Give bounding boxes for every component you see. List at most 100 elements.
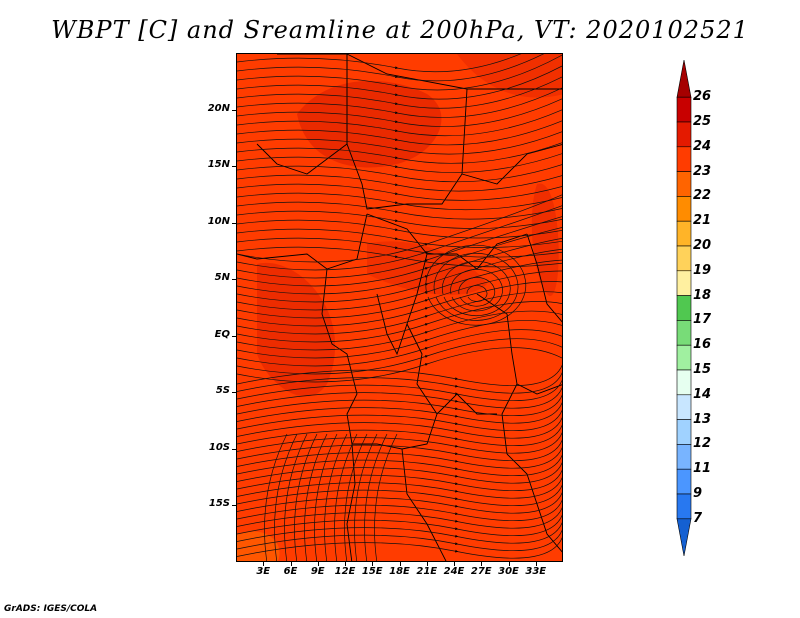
country-border xyxy=(321,268,358,445)
y-tick-label: 20N xyxy=(207,102,230,114)
streamline xyxy=(237,424,562,447)
x-tick xyxy=(399,562,401,566)
streamline xyxy=(237,291,562,335)
y-tick xyxy=(232,279,236,281)
x-tick xyxy=(372,562,374,566)
streamline xyxy=(304,433,328,561)
country-border xyxy=(366,213,528,270)
colorbar-segment xyxy=(676,394,692,420)
colorbar-segment xyxy=(676,444,692,470)
x-tick xyxy=(290,562,292,566)
grads-credit: GrADS: IGES/COLA xyxy=(4,604,98,614)
streamline xyxy=(237,432,562,454)
country-border xyxy=(352,323,438,450)
colorbar-segment xyxy=(676,146,692,172)
y-tick-label: 10S xyxy=(208,441,230,453)
y-tick xyxy=(232,505,236,507)
streamline xyxy=(264,433,288,561)
streamline xyxy=(237,192,562,211)
streamline xyxy=(237,248,562,303)
colorbar-segment xyxy=(676,320,692,346)
y-tick xyxy=(232,448,236,450)
country-border xyxy=(406,253,428,325)
colorbar-label: 24 xyxy=(693,138,712,154)
colorbar-segment xyxy=(676,295,692,321)
streamline xyxy=(237,402,562,424)
streamline xyxy=(237,54,522,73)
colorbar-segment xyxy=(676,344,692,371)
colorbar-label: 23 xyxy=(693,163,712,179)
temperature-patch xyxy=(457,54,562,98)
colorbar-segment xyxy=(676,518,692,557)
colorbar-segment xyxy=(676,369,692,396)
colorbar xyxy=(676,60,692,557)
streamline xyxy=(237,246,562,268)
streamline xyxy=(237,227,562,287)
colorbar-segment xyxy=(676,121,692,148)
y-tick-label: 5N xyxy=(214,272,230,284)
colorbar-segment xyxy=(676,196,692,222)
streamline xyxy=(237,522,562,544)
country-border xyxy=(346,54,468,210)
colorbar-label: 13 xyxy=(693,411,712,427)
x-tick xyxy=(508,562,510,566)
colorbar-label: 18 xyxy=(693,287,712,303)
x-tick-label: 24E xyxy=(443,566,465,577)
colorbar-segment xyxy=(676,419,692,445)
x-tick-label: 3E xyxy=(256,566,271,577)
streamline xyxy=(374,433,398,561)
colorbar-label: 19 xyxy=(693,262,712,278)
streamline xyxy=(237,364,562,387)
streamline xyxy=(344,433,368,561)
streamline xyxy=(237,301,562,343)
streamline xyxy=(237,529,562,552)
x-tick-label: 21E xyxy=(416,566,438,577)
x-tick xyxy=(263,562,265,566)
colorbar-segment xyxy=(676,60,692,98)
streamline xyxy=(237,54,544,82)
streamline xyxy=(237,216,562,279)
streamline xyxy=(237,454,562,477)
colorbar-label: 15 xyxy=(693,362,712,377)
streamline xyxy=(237,484,562,507)
country-border xyxy=(506,453,562,553)
map-panel xyxy=(236,53,563,562)
country-border xyxy=(237,213,368,270)
country-border xyxy=(256,54,348,175)
colorbar-segment xyxy=(676,245,692,272)
colorbar-label: 11 xyxy=(693,461,712,477)
x-tick xyxy=(426,562,428,566)
streamline xyxy=(237,329,562,367)
streamline xyxy=(237,131,562,155)
streamline xyxy=(237,447,562,469)
y-tick xyxy=(232,392,236,394)
streamline xyxy=(237,417,562,439)
wbpt-streamline-map xyxy=(237,54,562,561)
streamline xyxy=(237,469,562,492)
y-tick-label: 15N xyxy=(207,159,230,171)
streamline xyxy=(354,433,378,561)
streamline xyxy=(237,98,562,127)
colorbar-label: 12 xyxy=(693,436,712,452)
streamline xyxy=(237,210,562,229)
streamline xyxy=(466,285,488,302)
streamline xyxy=(237,120,562,146)
x-tick xyxy=(481,562,483,566)
streamline xyxy=(237,281,562,327)
streamline xyxy=(237,439,562,462)
streamline xyxy=(237,201,562,220)
streamline xyxy=(237,270,562,319)
streamline xyxy=(237,492,562,514)
streamline xyxy=(237,164,562,183)
streamline xyxy=(237,65,562,100)
streamline xyxy=(237,379,562,402)
country-border xyxy=(346,443,356,561)
streamline xyxy=(314,433,338,561)
colorbar-label: 16 xyxy=(693,337,712,353)
y-tick-label: 5S xyxy=(215,385,230,397)
x-tick-label: 6E xyxy=(283,566,298,577)
x-tick xyxy=(454,562,455,566)
streamline xyxy=(425,244,527,326)
x-tick xyxy=(535,562,537,566)
streamline xyxy=(237,183,562,201)
